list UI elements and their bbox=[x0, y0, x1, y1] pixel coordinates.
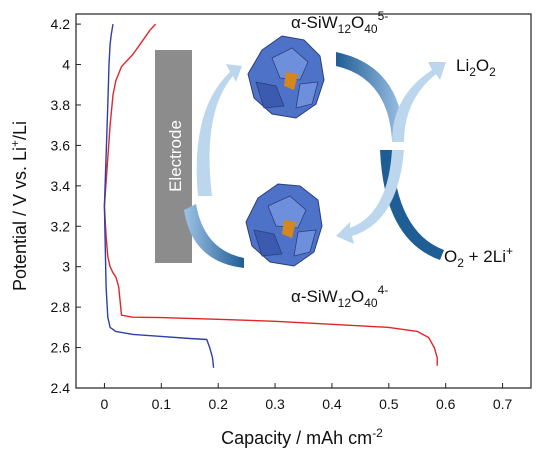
top-cluster bbox=[247, 35, 325, 119]
y-tick-label: 3 bbox=[62, 259, 70, 275]
arrow-to-li2o2 bbox=[392, 62, 446, 142]
x-tick-label: 0.5 bbox=[379, 396, 399, 412]
arrow-bottom-to-electrode bbox=[184, 204, 244, 268]
x-tick-label: 0.7 bbox=[493, 396, 513, 412]
x-tick-label: 0.3 bbox=[265, 396, 285, 412]
y-tick-label: 3.6 bbox=[51, 137, 71, 153]
y-tick-label: 3.2 bbox=[51, 218, 71, 234]
o2-label: O2 + 2Li+ bbox=[444, 244, 513, 270]
y-axis-label: Potential / V vs. Li+/Li bbox=[8, 121, 30, 291]
electrode-label: Electrode bbox=[166, 120, 185, 192]
bottom-molecule-label: α-SiW12O404- bbox=[291, 283, 388, 310]
arrow-electrode-to-top bbox=[196, 64, 242, 196]
electrode-block: Electrode bbox=[155, 50, 192, 263]
x-tick-label: 0.2 bbox=[208, 396, 228, 412]
cycle-arrows bbox=[184, 52, 446, 268]
x-axis-label: Capacity / mAh cm-2 bbox=[221, 426, 383, 448]
y-tick-label: 3.4 bbox=[51, 178, 71, 194]
y-tick-label: 4 bbox=[62, 57, 70, 73]
series-layer bbox=[103, 23, 438, 368]
y-tick-label: 3.8 bbox=[51, 97, 71, 113]
top-molecule-label: α-SiW12O405- bbox=[291, 9, 388, 36]
y-tick-label: 2.8 bbox=[51, 299, 71, 315]
x-tick-label: 0.1 bbox=[152, 396, 172, 412]
x-tick-label: 0.4 bbox=[322, 396, 342, 412]
series-line-2 bbox=[103, 206, 215, 368]
y-tick-label: 4.2 bbox=[51, 16, 71, 32]
series-line-3 bbox=[103, 23, 114, 207]
plot-frame bbox=[75, 13, 532, 389]
series-line-0 bbox=[103, 206, 438, 366]
x-tick-label: 0.6 bbox=[436, 396, 456, 412]
y-tick-label: 2.6 bbox=[51, 340, 71, 356]
arrow-to-bottom-cluster bbox=[336, 150, 404, 244]
axis-ticks: 0 0.1 0.2 0.3 0.4 0.5 0.6 0.7 2.4 2.6 2.8 3 3.2 3.4 3.… bbox=[51, 16, 513, 412]
arrow-to-o2 bbox=[380, 150, 444, 260]
x-tick-label: 0 bbox=[101, 396, 109, 412]
bottom-cluster bbox=[245, 183, 323, 267]
li2o2-label: Li2O2 bbox=[456, 56, 496, 79]
y-tick-label: 2.4 bbox=[51, 380, 71, 396]
series-line-1 bbox=[103, 23, 157, 207]
